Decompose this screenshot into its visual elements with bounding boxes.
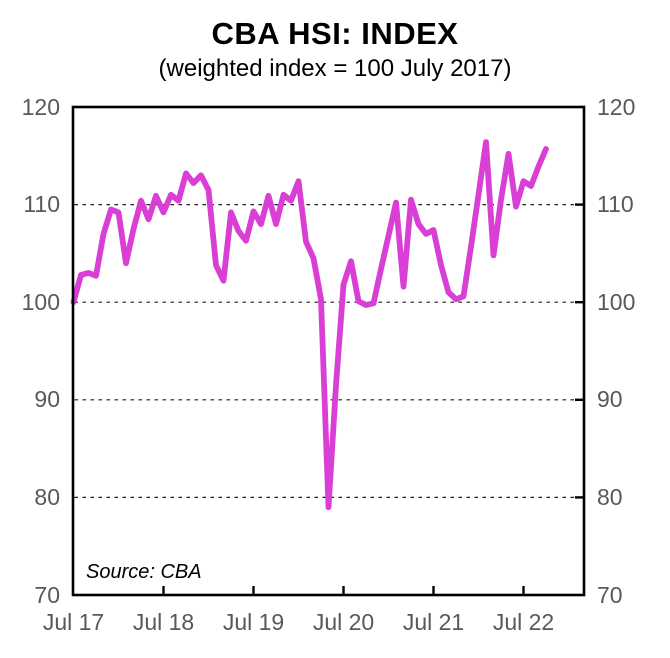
index-line-series — [70, 139, 549, 511]
chart-title: CBA HSI: INDEX — [211, 16, 459, 51]
x-axis-label-jul-22: Jul 22 — [492, 609, 555, 635]
y-axis-label-right-110: 110 — [597, 191, 634, 218]
y-axis-label-left-70: 70 — [34, 581, 60, 608]
y-axis-label-right-90: 90 — [597, 386, 623, 413]
y-axis-label-left-100: 100 — [21, 288, 60, 315]
x-axis-label-jul-19: Jul 19 — [222, 609, 285, 635]
y-axis-label-left-120: 120 — [21, 93, 60, 120]
y-axis-label-left-80: 80 — [34, 483, 60, 510]
y-axis-label-left-110: 110 — [23, 191, 60, 218]
plot-border — [71, 105, 586, 597]
x-axis-label-jul-17: Jul 17 — [42, 609, 105, 635]
x-axis-label-jul-21: Jul 21 — [402, 609, 465, 635]
y-axis-label-left-90: 90 — [34, 386, 60, 413]
x-axis-label-jul-18: Jul 18 — [132, 609, 195, 635]
y-axis-label-right-120: 120 — [597, 93, 636, 120]
source-note: Source: CBA — [86, 561, 202, 583]
y-axis-label-right-70: 70 — [597, 581, 623, 608]
y-axis-label-right-80: 80 — [597, 483, 623, 510]
chart-subtitle: (weighted index = 100 July 2017) — [158, 55, 512, 82]
y-axis-label-right-100: 100 — [597, 288, 636, 315]
x-axis-label-jul-20: Jul 20 — [312, 609, 375, 635]
